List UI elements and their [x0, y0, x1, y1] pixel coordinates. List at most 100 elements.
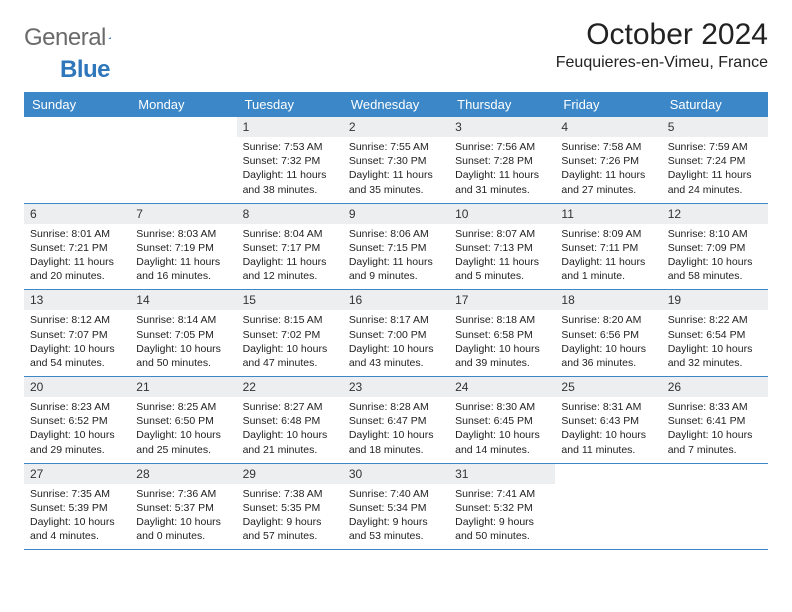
day-header-thu: Thursday: [449, 92, 555, 117]
day-line: and 20 minutes.: [30, 269, 124, 283]
day-line: Sunrise: 8:14 AM: [136, 313, 230, 327]
day-body: Sunrise: 8:33 AMSunset: 6:41 PMDaylight:…: [662, 397, 768, 463]
day-cell: 17Sunrise: 8:18 AMSunset: 6:58 PMDayligh…: [449, 290, 555, 376]
day-line: Sunrise: 7:56 AM: [455, 140, 549, 154]
day-line: Sunset: 7:02 PM: [243, 328, 337, 342]
day-line: Sunrise: 8:03 AM: [136, 227, 230, 241]
day-line: Sunset: 5:34 PM: [349, 501, 443, 515]
day-line: Sunset: 7:24 PM: [668, 154, 762, 168]
day-line: Sunrise: 8:01 AM: [30, 227, 124, 241]
day-number: 23: [343, 377, 449, 397]
day-line: and 5 minutes.: [455, 269, 549, 283]
day-cell: 11Sunrise: 8:09 AMSunset: 7:11 PMDayligh…: [555, 204, 661, 290]
day-line: and 12 minutes.: [243, 269, 337, 283]
day-number: 16: [343, 290, 449, 310]
day-line: Daylight: 11 hours: [349, 168, 443, 182]
day-body: Sunrise: 8:03 AMSunset: 7:19 PMDaylight:…: [130, 224, 236, 290]
day-line: Sunset: 6:41 PM: [668, 414, 762, 428]
day-number: 7: [130, 204, 236, 224]
day-line: Sunrise: 8:07 AM: [455, 227, 549, 241]
day-line: Sunset: 7:00 PM: [349, 328, 443, 342]
day-line: Sunset: 6:54 PM: [668, 328, 762, 342]
day-number: 17: [449, 290, 555, 310]
page: General October 2024 Feuquieres-en-Vimeu…: [0, 0, 792, 568]
day-cell: 28Sunrise: 7:36 AMSunset: 5:37 PMDayligh…: [130, 464, 236, 550]
day-cell: 18Sunrise: 8:20 AMSunset: 6:56 PMDayligh…: [555, 290, 661, 376]
day-line: Sunset: 6:56 PM: [561, 328, 655, 342]
day-line: Daylight: 10 hours: [561, 342, 655, 356]
day-line: and 50 minutes.: [455, 529, 549, 543]
weeks-container: 1Sunrise: 7:53 AMSunset: 7:32 PMDaylight…: [24, 117, 768, 550]
day-line: Daylight: 9 hours: [455, 515, 549, 529]
day-number: 24: [449, 377, 555, 397]
day-line: Daylight: 10 hours: [455, 428, 549, 442]
day-line: Sunrise: 8:04 AM: [243, 227, 337, 241]
day-number: 30: [343, 464, 449, 484]
day-line: Sunset: 7:28 PM: [455, 154, 549, 168]
day-line: and 38 minutes.: [243, 183, 337, 197]
day-line: Daylight: 11 hours: [243, 168, 337, 182]
location: Feuquieres-en-Vimeu, France: [556, 54, 768, 72]
day-line: Sunset: 5:39 PM: [30, 501, 124, 515]
day-body: Sunrise: 7:41 AMSunset: 5:32 PMDaylight:…: [449, 484, 555, 550]
day-cell: 7Sunrise: 8:03 AMSunset: 7:19 PMDaylight…: [130, 204, 236, 290]
day-line: and 18 minutes.: [349, 443, 443, 457]
day-line: Sunrise: 8:23 AM: [30, 400, 124, 414]
day-line: and 9 minutes.: [349, 269, 443, 283]
day-body: Sunrise: 7:58 AMSunset: 7:26 PMDaylight:…: [555, 137, 661, 203]
day-number: 3: [449, 117, 555, 137]
day-line: Sunset: 5:35 PM: [243, 501, 337, 515]
day-cell: 20Sunrise: 8:23 AMSunset: 6:52 PMDayligh…: [24, 377, 130, 463]
day-line: Sunrise: 8:25 AM: [136, 400, 230, 414]
day-line: Sunrise: 8:10 AM: [668, 227, 762, 241]
day-body: Sunrise: 8:14 AMSunset: 7:05 PMDaylight:…: [130, 310, 236, 376]
day-line: Daylight: 10 hours: [668, 342, 762, 356]
day-line: and 4 minutes.: [30, 529, 124, 543]
day-line: and 29 minutes.: [30, 443, 124, 457]
day-line: Sunset: 6:52 PM: [30, 414, 124, 428]
day-line: and 39 minutes.: [455, 356, 549, 370]
day-header-row: Sunday Monday Tuesday Wednesday Thursday…: [24, 92, 768, 117]
day-line: Sunset: 5:37 PM: [136, 501, 230, 515]
day-line: and 58 minutes.: [668, 269, 762, 283]
day-number: 5: [662, 117, 768, 137]
day-body: Sunrise: 7:38 AMSunset: 5:35 PMDaylight:…: [237, 484, 343, 550]
day-number: 28: [130, 464, 236, 484]
day-line: and 11 minutes.: [561, 443, 655, 457]
week-row: 13Sunrise: 8:12 AMSunset: 7:07 PMDayligh…: [24, 290, 768, 377]
calendar: Sunday Monday Tuesday Wednesday Thursday…: [24, 92, 768, 550]
day-cell: 3Sunrise: 7:56 AMSunset: 7:28 PMDaylight…: [449, 117, 555, 203]
day-cell: 1Sunrise: 7:53 AMSunset: 7:32 PMDaylight…: [237, 117, 343, 203]
day-line: Daylight: 11 hours: [668, 168, 762, 182]
day-line: and 50 minutes.: [136, 356, 230, 370]
day-line: Daylight: 11 hours: [349, 255, 443, 269]
day-body: Sunrise: 8:17 AMSunset: 7:00 PMDaylight:…: [343, 310, 449, 376]
week-row: 27Sunrise: 7:35 AMSunset: 5:39 PMDayligh…: [24, 464, 768, 551]
day-line: and 1 minute.: [561, 269, 655, 283]
day-line: Sunset: 6:48 PM: [243, 414, 337, 428]
day-line: Sunset: 6:45 PM: [455, 414, 549, 428]
week-row: 1Sunrise: 7:53 AMSunset: 7:32 PMDaylight…: [24, 117, 768, 204]
day-body: Sunrise: 8:27 AMSunset: 6:48 PMDaylight:…: [237, 397, 343, 463]
day-number: 18: [555, 290, 661, 310]
day-header-fri: Friday: [555, 92, 661, 117]
day-body: Sunrise: 8:04 AMSunset: 7:17 PMDaylight:…: [237, 224, 343, 290]
day-line: Daylight: 10 hours: [561, 428, 655, 442]
day-line: Sunrise: 7:59 AM: [668, 140, 762, 154]
day-line: Sunset: 7:09 PM: [668, 241, 762, 255]
day-line: Daylight: 10 hours: [668, 428, 762, 442]
day-number: 27: [24, 464, 130, 484]
day-line: Sunrise: 8:31 AM: [561, 400, 655, 414]
day-line: Daylight: 11 hours: [243, 255, 337, 269]
day-line: Sunrise: 8:12 AM: [30, 313, 124, 327]
day-body: Sunrise: 7:40 AMSunset: 5:34 PMDaylight:…: [343, 484, 449, 550]
day-number: 1: [237, 117, 343, 137]
day-cell: 24Sunrise: 8:30 AMSunset: 6:45 PMDayligh…: [449, 377, 555, 463]
day-line: and 57 minutes.: [243, 529, 337, 543]
day-line: and 0 minutes.: [136, 529, 230, 543]
day-line: and 43 minutes.: [349, 356, 443, 370]
day-line: Sunset: 7:30 PM: [349, 154, 443, 168]
day-line: and 31 minutes.: [455, 183, 549, 197]
day-line: Daylight: 9 hours: [349, 515, 443, 529]
day-body: Sunrise: 7:56 AMSunset: 7:28 PMDaylight:…: [449, 137, 555, 203]
